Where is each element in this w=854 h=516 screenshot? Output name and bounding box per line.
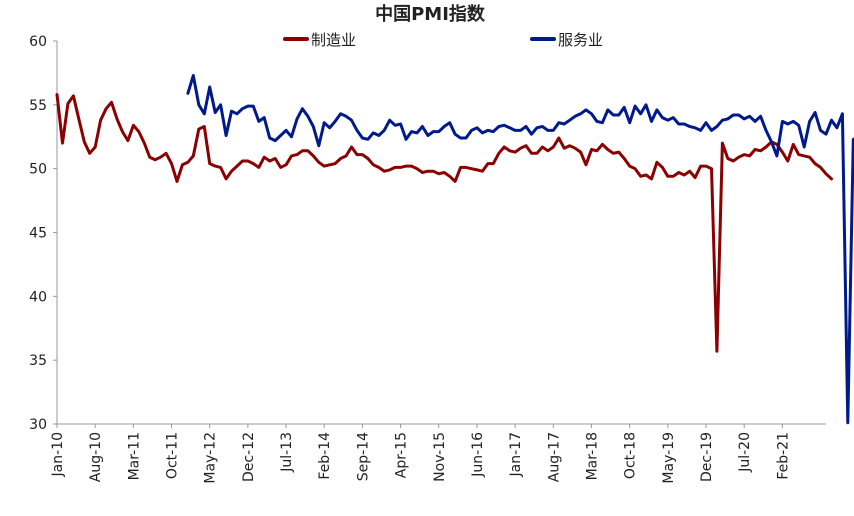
series-line-services <box>186 74 854 425</box>
x-tick-label: Jul-20 <box>737 432 753 473</box>
y-tick-label: 30 <box>29 417 47 433</box>
y-tick-label: 60 <box>29 34 47 50</box>
series-layer <box>55 74 854 425</box>
legend: 制造业 服务业 <box>283 31 603 49</box>
y-tick-label: 55 <box>29 98 47 114</box>
x-tick-label: Oct-11 <box>165 432 181 479</box>
x-tick-label: Jan-10 <box>50 432 66 477</box>
y-tick-label: 40 <box>29 289 47 305</box>
x-tick-label: Dec-12 <box>241 432 257 482</box>
x-tick-label: Nov-15 <box>432 432 448 482</box>
x-tick-label: Mar-11 <box>126 432 142 480</box>
x-tick-label: Jun-16 <box>470 432 486 478</box>
x-tick-label: May-19 <box>661 432 677 484</box>
y-tick-label: 45 <box>29 226 47 242</box>
x-tick-label: Feb-21 <box>775 432 791 480</box>
x-tick-label: Aug-10 <box>88 432 104 482</box>
x-tick-label: Feb-14 <box>317 432 333 480</box>
y-tick-label: 35 <box>29 353 47 369</box>
legend-label-manufacturing: 制造业 <box>311 31 356 49</box>
x-tick-label: Apr-15 <box>394 432 410 478</box>
x-axis: Jan-10 Aug-10 Mar-11 Oct-11 May-12 Dec-12 Jul-… <box>50 423 826 484</box>
series-line-manufacturing <box>55 93 833 353</box>
x-tick-label: Jul-13 <box>279 432 295 473</box>
chart-title: 中国PMI指数 <box>375 3 486 25</box>
y-tick-label: 50 <box>29 162 47 178</box>
x-tick-label: Mar-18 <box>584 432 600 480</box>
x-tick-label: Jan-17 <box>508 432 524 477</box>
legend-label-services: 服务业 <box>558 31 603 49</box>
x-tick-label: Dec-19 <box>699 432 715 482</box>
x-tick-label: May-12 <box>203 432 219 484</box>
y-axis: 30 35 40 45 50 55 60 <box>29 34 58 433</box>
x-tick-label: Oct-18 <box>623 432 639 479</box>
x-tick-label: Sep-14 <box>355 432 371 481</box>
x-tick-label: Aug-17 <box>546 432 562 482</box>
